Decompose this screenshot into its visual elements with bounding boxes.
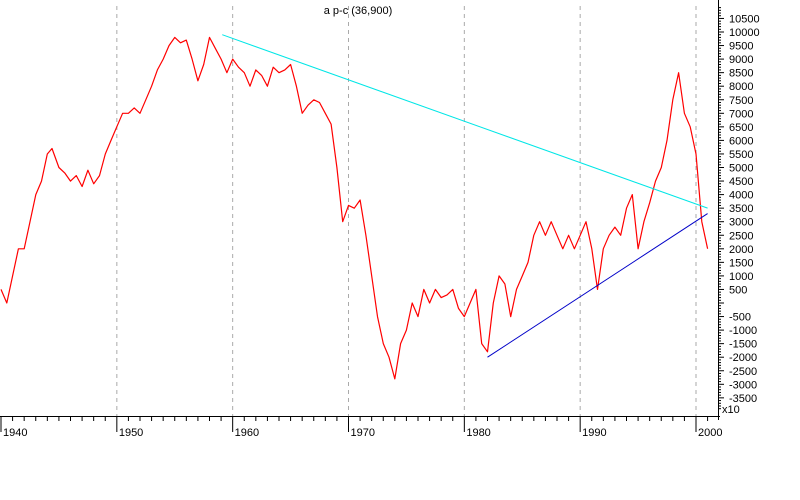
x-tick-label: 1950	[119, 427, 143, 439]
y-tick-label: 9500	[729, 41, 753, 53]
y-tick-label: 1500	[729, 257, 753, 269]
x-tick-label: 2000	[698, 427, 722, 439]
x-tick-label: 1960	[235, 427, 259, 439]
y-tick-label: 4500	[729, 176, 753, 188]
y-tick-label: 5000	[729, 163, 753, 175]
chart-title: a p-c (36,900)	[324, 5, 392, 17]
y-tick-label: 8500	[729, 68, 753, 80]
x-tick-label: 1970	[351, 427, 375, 439]
y-tick-label: -2500	[729, 366, 757, 378]
y-tick-label: -1000	[729, 325, 757, 337]
y-tick-label: -2000	[729, 352, 757, 364]
y-tick-label: 3500	[729, 203, 753, 215]
x-tick-label: 1940	[3, 427, 27, 439]
y-tick-label: 2500	[729, 230, 753, 242]
x-axis-ticks: 1940 1950 1960 1970 1980 1990 2000	[3, 427, 722, 439]
y-tick-label: 500	[729, 284, 747, 296]
y-tick-label: 4000	[729, 190, 753, 202]
axis-multiplier-label: x10	[722, 404, 740, 416]
y-tick-label: 2000	[729, 244, 753, 256]
y-tick-label: 7000	[729, 108, 753, 120]
y-tick-label: 8000	[729, 81, 753, 93]
y-tick-label: 5500	[729, 149, 753, 161]
y-tick-label: -3000	[729, 379, 757, 391]
y-tick-label: 9000	[729, 54, 753, 66]
lower-trendline	[487, 213, 708, 358]
axes	[0, 0, 724, 432]
y-tick-label: 6000	[729, 135, 753, 147]
upper-trendline	[222, 34, 708, 209]
grid	[116, 6, 697, 416]
y-tick-label: 10500	[729, 13, 760, 25]
y-tick-label: 10000	[729, 27, 760, 39]
y-tick-label: 6500	[729, 122, 753, 134]
series-line	[0, 36, 709, 380]
y-tick-label: 1000	[729, 271, 753, 283]
y-tick-label: -500	[729, 312, 751, 324]
y-tick-label: -3500	[729, 393, 757, 405]
x-tick-label: 1990	[582, 427, 606, 439]
y-tick-label: -1500	[729, 339, 757, 351]
x-tick-label: 1980	[466, 427, 490, 439]
y-tick-label: 7500	[729, 95, 753, 107]
y-tick-label: 3000	[729, 217, 753, 229]
